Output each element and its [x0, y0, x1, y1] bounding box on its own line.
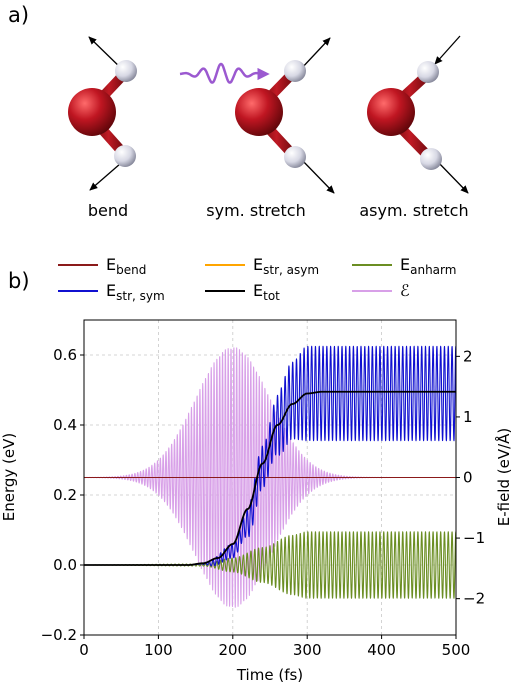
legend: Ebend Estr, asym Eanharm Estr, sym Etot ℰ [58, 255, 456, 303]
y-tick-label: 0.2 [53, 486, 77, 504]
x-tick-label: 300 [293, 641, 322, 659]
y2-tick-label: 2 [463, 347, 473, 365]
oxygen-atom [367, 88, 415, 136]
y-tick-label: 0.6 [53, 346, 77, 364]
plot-series [84, 345, 456, 608]
y2-tick-label: 0 [463, 469, 473, 487]
hydrogen-atom [417, 61, 439, 83]
legend-label-str_asym: Estr, asym [253, 255, 319, 277]
legend-label-anharm: Eanharm [400, 255, 456, 277]
x-tick-label: 100 [144, 641, 173, 659]
hydrogen-atom [284, 60, 306, 82]
legend-label-str_sym: Estr, sym [106, 281, 165, 303]
y2-axis-label: E-field (eV/Å) [494, 428, 513, 527]
hydrogen-atom [284, 146, 306, 168]
legend-label-tot: Etot [253, 281, 280, 303]
oxygen-atom [68, 88, 116, 136]
y2-tick-label: −2 [463, 590, 485, 608]
x-tick-label: 400 [367, 641, 396, 659]
hydrogen-atom [420, 148, 442, 170]
mode-label-asym-stretch: asym. stretch [359, 201, 468, 220]
y-tick-label: −0.2 [41, 626, 77, 644]
x-tick-label: 0 [79, 641, 89, 659]
x-tick-label: 200 [218, 641, 247, 659]
wavy-arrow-icon [179, 62, 270, 84]
oxygen-atom [235, 88, 283, 136]
x-tick-label: 500 [442, 641, 471, 659]
panel-label-b: b) [8, 269, 30, 293]
y2-tick-label: 1 [463, 408, 473, 426]
mode-label-sym-stretch: sym. stretch [206, 201, 305, 220]
series-line-tot [84, 390, 456, 566]
legend-label-field: ℰ [400, 281, 410, 300]
axis-ticks: 0 100 200 300 400 500 −0.2 0.0 0.2 0.4 0.6 −2 −1 0 1 2 [41, 346, 486, 659]
y-tick-label: 0.0 [53, 556, 77, 574]
y2-tick-label: −1 [463, 529, 485, 547]
x-axis-label: Time (fs) [236, 666, 303, 684]
hydrogen-atom [115, 60, 137, 82]
hydrogen-atom [114, 145, 136, 167]
legend-label-bend: Ebend [106, 255, 146, 277]
panel-label-a: a) [8, 3, 29, 27]
molecule-bend [68, 36, 137, 191]
mode-label-bend: bend [88, 201, 128, 220]
y-axis-label: Energy (eV) [0, 433, 18, 521]
molecule-sym-stretch [235, 37, 335, 194]
y-tick-label: 0.4 [53, 416, 77, 434]
molecule-asym-stretch [367, 35, 469, 194]
